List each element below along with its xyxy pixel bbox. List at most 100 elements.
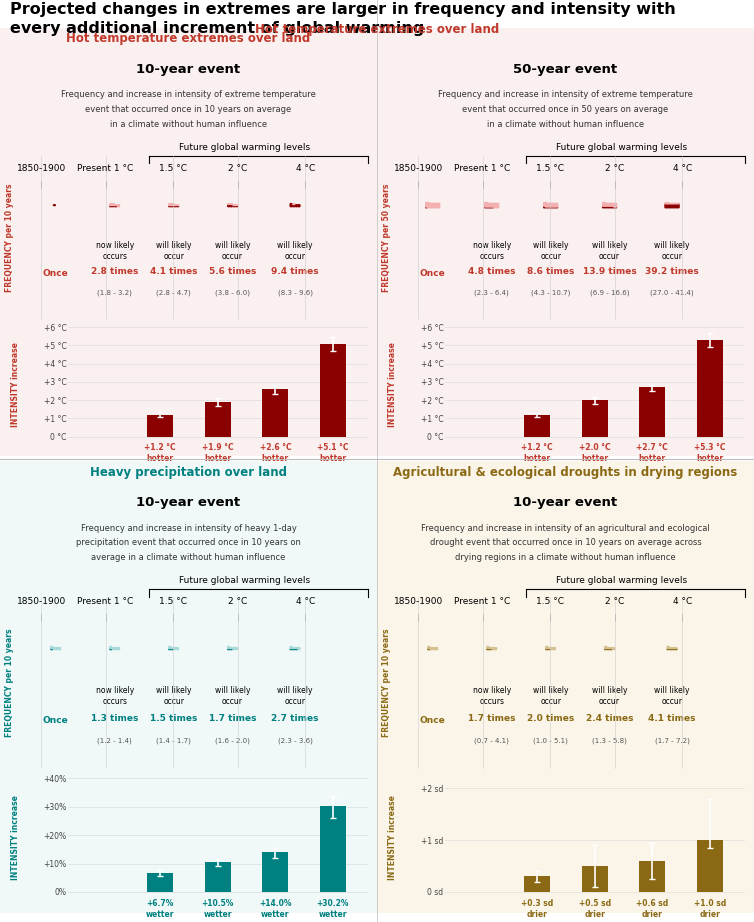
Text: +2.0 °C
hotter: +2.0 °C hotter [579, 443, 611, 463]
Text: Present 1 °C: Present 1 °C [78, 597, 133, 607]
Circle shape [489, 647, 492, 648]
Text: +0.5 sd
drier: +0.5 sd drier [578, 899, 611, 918]
Circle shape [230, 647, 232, 648]
Text: 9.4 times: 9.4 times [271, 267, 319, 277]
Text: will likely
occur: will likely occur [654, 686, 690, 706]
Circle shape [673, 647, 674, 648]
Circle shape [667, 647, 669, 648]
Circle shape [293, 647, 295, 648]
Text: 2 °C: 2 °C [605, 597, 624, 607]
Text: (1.6 - 2.0): (1.6 - 2.0) [215, 738, 250, 744]
Bar [697, 840, 723, 892]
Circle shape [174, 647, 176, 648]
Circle shape [235, 649, 238, 650]
Circle shape [176, 649, 179, 650]
Text: 1850-1900: 1850-1900 [17, 164, 66, 173]
Text: Present 1 °C: Present 1 °C [455, 597, 510, 607]
Text: 4 °C: 4 °C [296, 164, 315, 173]
Text: drying regions in a climate without human influence: drying regions in a climate without huma… [455, 553, 676, 562]
Circle shape [293, 649, 295, 650]
Circle shape [115, 647, 117, 648]
Circle shape [428, 649, 430, 650]
Circle shape [605, 649, 607, 650]
Text: 10-year event: 10-year event [136, 496, 241, 509]
Circle shape [673, 649, 674, 650]
Circle shape [428, 647, 430, 648]
Circle shape [59, 649, 60, 650]
Circle shape [56, 647, 58, 648]
Text: +1.0 sd
drier: +1.0 sd drier [694, 899, 726, 918]
Text: (1.8 - 3.2): (1.8 - 3.2) [97, 290, 132, 296]
Text: (2.3 - 6.4): (2.3 - 6.4) [474, 290, 509, 296]
Text: 1.7 times: 1.7 times [468, 714, 516, 723]
Circle shape [607, 647, 609, 648]
Circle shape [612, 647, 615, 648]
Circle shape [610, 649, 612, 650]
Bar [320, 344, 346, 437]
Bar [205, 862, 231, 892]
Circle shape [546, 649, 547, 650]
Text: 2.0 times: 2.0 times [527, 714, 575, 723]
Text: (6.9 - 16.6): (6.9 - 16.6) [590, 290, 630, 296]
Circle shape [51, 649, 53, 650]
Circle shape [110, 649, 112, 650]
Circle shape [235, 647, 238, 648]
Text: 1850-1900: 1850-1900 [394, 164, 443, 173]
Circle shape [489, 649, 492, 650]
Text: FREQUENCY per 10 years: FREQUENCY per 10 years [5, 183, 14, 292]
Text: average in a climate without human influence: average in a climate without human influ… [91, 553, 286, 562]
Text: 4 °C: 4 °C [296, 597, 315, 607]
Circle shape [230, 649, 232, 650]
Text: +30.2%
wetter: +30.2% wetter [317, 899, 349, 918]
Text: 1.5 °C: 1.5 °C [536, 164, 565, 173]
Text: event that occurred once in 10 years on average: event that occurred once in 10 years on … [85, 105, 292, 114]
Text: Future global warming levels: Future global warming levels [556, 143, 688, 152]
Circle shape [56, 649, 58, 650]
Circle shape [169, 649, 170, 650]
Circle shape [298, 649, 300, 650]
Circle shape [428, 646, 430, 647]
Text: (1.0 - 5.1): (1.0 - 5.1) [533, 738, 568, 744]
Circle shape [171, 647, 173, 648]
Text: FREQUENCY per 10 years: FREQUENCY per 10 years [5, 628, 14, 737]
Circle shape [667, 649, 669, 650]
Circle shape [233, 647, 235, 648]
Text: will likely
occur: will likely occur [654, 241, 690, 261]
Circle shape [492, 647, 494, 648]
Text: +14.0%
wetter: +14.0% wetter [259, 899, 292, 918]
Circle shape [54, 647, 55, 648]
Circle shape [670, 647, 672, 648]
Text: Future global warming levels: Future global warming levels [179, 576, 311, 585]
Circle shape [112, 649, 115, 650]
Circle shape [431, 649, 432, 650]
Text: Once: Once [43, 269, 69, 278]
Circle shape [51, 647, 53, 648]
Text: 39.2 times: 39.2 times [645, 267, 699, 277]
Text: Agricultural & ecological droughts in drying regions: Agricultural & ecological droughts in dr… [394, 466, 737, 479]
Text: will likely
occur: will likely occur [215, 686, 250, 706]
Circle shape [548, 649, 550, 650]
Text: +0.6 sd
drier: +0.6 sd drier [636, 899, 669, 918]
Circle shape [228, 647, 230, 648]
Circle shape [607, 649, 609, 650]
Circle shape [169, 646, 170, 647]
Bar [205, 402, 231, 437]
Circle shape [112, 647, 115, 648]
Text: (8.3 - 9.6): (8.3 - 9.6) [277, 290, 313, 296]
Circle shape [433, 649, 435, 650]
Text: Hot temperature extremes over land: Hot temperature extremes over land [255, 23, 499, 36]
Bar [262, 389, 288, 437]
Text: 2.8 times: 2.8 times [91, 267, 139, 277]
Bar [524, 877, 550, 892]
Circle shape [495, 649, 497, 650]
Text: (2.3 - 3.6): (2.3 - 3.6) [277, 738, 312, 744]
Circle shape [296, 647, 297, 648]
Text: (4.3 - 10.7): (4.3 - 10.7) [531, 290, 570, 296]
Circle shape [115, 649, 117, 650]
Text: 1.5 °C: 1.5 °C [536, 597, 565, 607]
Circle shape [176, 647, 179, 648]
Text: (27.0 - 41.4): (27.0 - 41.4) [650, 290, 694, 296]
Circle shape [169, 647, 170, 648]
Circle shape [296, 649, 297, 650]
Text: 4 °C: 4 °C [673, 164, 692, 173]
